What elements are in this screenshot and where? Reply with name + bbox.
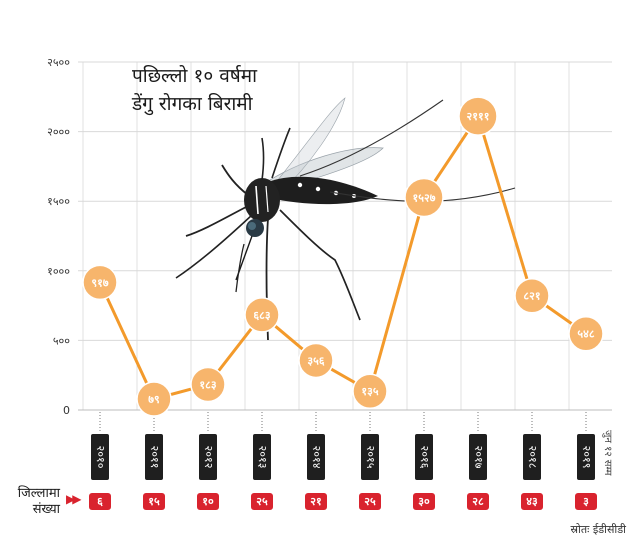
y-tick-label: २५०० xyxy=(47,56,70,69)
chart-subtitle: डेंगु रोगका बिरामी xyxy=(132,93,253,115)
district-count-badge: ४३ xyxy=(521,493,543,510)
x-tick-label: २०१३ xyxy=(253,434,271,480)
district-count-badge: २५ xyxy=(251,493,273,510)
data-line-layer xyxy=(98,114,587,401)
district-count-badge: ३ xyxy=(575,493,597,510)
x-tick-label: २०१२ xyxy=(199,434,217,480)
date-note: जुन १२ सम्म xyxy=(602,430,613,476)
district-count-badge: ३० xyxy=(413,493,435,510)
x-tick-label: २०१० xyxy=(91,434,109,480)
y-tick-label: १५०० xyxy=(47,195,70,208)
data-point xyxy=(136,381,172,417)
data-point xyxy=(82,264,118,301)
district-count-badge: २५ xyxy=(359,493,381,510)
data-point xyxy=(190,366,226,403)
y-tick-label: 0 xyxy=(63,404,70,417)
district-count-badge: २१ xyxy=(305,493,327,510)
y-tick-label: ५०० xyxy=(53,334,70,347)
mosquito-image xyxy=(175,97,516,341)
x-tick-label: २०१४ xyxy=(307,434,325,480)
y-tick-label: १००० xyxy=(47,265,70,278)
data-label: ६८३ xyxy=(253,309,270,322)
x-tick-label: २०११ xyxy=(145,434,163,480)
data-label: ८२१ xyxy=(523,290,540,303)
source-note: स्रोतः ईडीसीडी xyxy=(570,523,626,536)
data-point xyxy=(568,315,604,352)
data-point xyxy=(298,342,334,379)
data-point xyxy=(458,96,498,136)
double-arrow-icon: ▶▶ xyxy=(66,492,82,506)
series-line xyxy=(98,114,587,401)
district-count-badge: १५ xyxy=(143,493,165,510)
grid-layer: 0 ५०० १००० १५०० २००० २५०० xyxy=(47,56,612,432)
data-label: १३५ xyxy=(361,385,378,398)
x-tick-label: २०१९ xyxy=(577,434,595,480)
data-point xyxy=(514,277,550,314)
x-tick-label: २०१५ xyxy=(361,434,379,480)
district-count-label: जिल्लामा संख्या xyxy=(17,486,60,517)
data-point xyxy=(404,177,444,218)
chart-title: पछिल्लो १० वर्षमा xyxy=(132,65,258,87)
x-tick-label: २०१६ xyxy=(415,434,433,480)
y-tick-label: २००० xyxy=(47,126,70,139)
data-point xyxy=(244,297,280,333)
district-count-badge: १० xyxy=(197,493,219,510)
data-marker-layer: ९१७ ७९ १८३ ६८३ ३५६ १३५ १५२७ २१११ ८२१ ५४८ xyxy=(82,96,604,417)
x-tick-label: २०१७ xyxy=(469,434,487,480)
data-label: ३५६ xyxy=(307,354,324,367)
data-label: १५२७ xyxy=(413,191,436,204)
data-label: ७९ xyxy=(148,393,160,406)
district-count-badge: ६ xyxy=(89,493,111,510)
data-label: ९१७ xyxy=(91,276,108,289)
data-label: २१११ xyxy=(467,110,490,123)
district-count-badge: २८ xyxy=(467,493,489,510)
data-point xyxy=(352,373,388,409)
data-label: ५४८ xyxy=(577,328,594,341)
data-label: १८३ xyxy=(199,379,216,392)
x-tick-label: २०१८ xyxy=(523,434,541,480)
